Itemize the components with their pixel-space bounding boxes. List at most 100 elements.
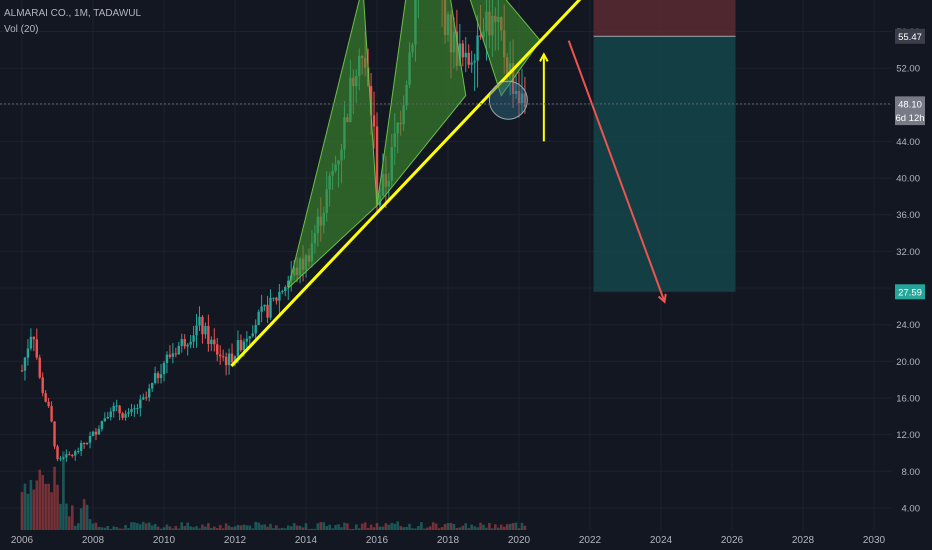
volume-bar	[212, 526, 216, 530]
candle-body	[106, 417, 109, 419]
x-tick-label: 2006	[11, 535, 34, 546]
volume-bar	[431, 522, 435, 530]
candle-body	[281, 291, 284, 293]
candle-body	[263, 304, 266, 307]
candle-body	[65, 454, 68, 458]
candle-body	[148, 388, 151, 398]
volume-bar	[387, 524, 391, 530]
volume-bar	[514, 522, 518, 530]
candle-body	[266, 304, 269, 318]
volume-bar	[381, 526, 385, 530]
volume-bar	[97, 526, 101, 530]
volume-bar	[242, 524, 246, 530]
volume-bar	[159, 528, 163, 530]
volume-bar	[272, 528, 275, 530]
candle-body	[77, 450, 80, 452]
x-tick-label: 2010	[153, 535, 176, 546]
candle-body	[71, 455, 74, 457]
volume-bar	[508, 523, 512, 530]
volume-bar	[283, 528, 287, 530]
volume-bar	[428, 526, 432, 530]
candle-body	[219, 354, 222, 357]
candle-body	[236, 340, 240, 357]
symbol-title: ALMARAI CO., 1M, TADAWUL	[4, 8, 142, 19]
pattern-shape	[469, 0, 541, 97]
volume-bar	[414, 528, 417, 530]
volume-bar	[100, 527, 104, 530]
volume-bar	[423, 528, 426, 530]
volume-bar	[153, 523, 157, 530]
volume-bar	[375, 523, 379, 530]
volume-bar	[485, 527, 488, 530]
volume-bar	[408, 523, 411, 530]
candle-body	[127, 412, 130, 414]
volume-bar	[136, 523, 139, 530]
volume-bar	[210, 528, 213, 530]
candle-body	[74, 451, 77, 456]
price-axis-badge-label: 6d 12h	[895, 113, 924, 124]
candle-body	[159, 374, 163, 379]
candle-body	[192, 335, 195, 342]
volume-bar	[331, 528, 334, 530]
volume-bar	[349, 528, 352, 530]
candle-body	[248, 336, 251, 339]
y-tick-label: 24.00	[896, 320, 920, 331]
candle-body	[26, 348, 30, 358]
price-axis-badge-label: 27.59	[898, 287, 922, 298]
volume-bar	[316, 523, 320, 530]
volume-bar	[224, 523, 228, 530]
stop-zone	[593, 0, 736, 37]
candle-body	[88, 436, 92, 443]
volume-bar	[499, 524, 503, 530]
volume-bar	[357, 528, 361, 530]
volume-bar	[233, 526, 237, 530]
volume-bar	[334, 525, 337, 530]
volume-bar	[476, 527, 479, 530]
candle-body	[213, 339, 216, 345]
volume-bar	[227, 525, 231, 530]
volume-bar	[109, 528, 113, 530]
candle-body	[136, 408, 139, 410]
candle-body	[118, 405, 121, 414]
candle-body	[464, 52, 467, 58]
volume-bar	[396, 521, 400, 530]
candle-body	[517, 90, 521, 104]
volume-bar	[354, 524, 358, 530]
candle-body	[79, 443, 83, 451]
candle-body	[224, 356, 228, 366]
price-axis-badge	[895, 284, 925, 300]
y-tick-label: 12.00	[896, 430, 920, 441]
candle-body	[284, 287, 287, 292]
volume-bar	[165, 524, 169, 530]
candle-body	[29, 336, 33, 349]
y-tick-label: 32.00	[896, 247, 920, 258]
candle-body	[180, 339, 183, 346]
volume-bar	[162, 527, 166, 530]
candle-body	[124, 413, 127, 418]
y-tick-label: 20.00	[896, 357, 920, 368]
volume-bar	[141, 521, 145, 530]
candle-body	[100, 421, 104, 429]
volume-bar	[328, 524, 331, 530]
candle-body	[245, 338, 249, 342]
arrow-head	[539, 52, 549, 62]
volume-bar	[177, 528, 181, 530]
volume-bar	[221, 528, 225, 530]
volume-bar	[325, 526, 329, 530]
volume-bar	[112, 526, 116, 530]
candle-body	[50, 406, 53, 422]
candle-body	[183, 339, 186, 347]
candle-body	[227, 353, 231, 366]
volume-bar	[263, 524, 266, 530]
candle-body	[32, 336, 36, 340]
volume-bar	[405, 526, 408, 530]
volume-bar	[106, 525, 110, 530]
y-tick-label: 16.00	[896, 393, 920, 404]
candle-body	[257, 311, 260, 326]
candle-body	[91, 431, 95, 437]
volume-bar	[360, 523, 364, 530]
volume-bar	[449, 522, 453, 530]
x-tick-label: 2028	[792, 535, 815, 546]
